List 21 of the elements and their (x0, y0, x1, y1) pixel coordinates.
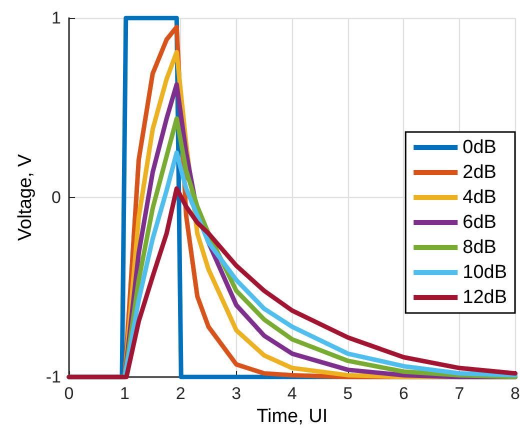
x-tick-label: 2 (176, 384, 186, 403)
x-tick-label: 1 (120, 384, 130, 403)
y-tick-label: -1 (46, 368, 61, 386)
x-tick-label: 5 (343, 384, 353, 403)
legend-label: 0dB (462, 137, 496, 158)
legend-label: 6dB (462, 212, 496, 233)
legend-label: 10dB (462, 262, 507, 283)
legend-label: 2dB (462, 162, 496, 183)
x-tick-label: 6 (398, 384, 408, 403)
y-axis-title: Voltage, V (14, 154, 36, 241)
x-tick-label: 7 (454, 384, 464, 403)
legend-label: 4dB (462, 187, 496, 208)
y-tick-label: 1 (52, 8, 61, 28)
x-tick-label: 8 (510, 384, 520, 403)
x-tick-label: 3 (232, 384, 242, 403)
legend-label: 8dB (462, 237, 496, 258)
legend-label: 12dB (462, 287, 507, 308)
x-axis-title: Time, UI (256, 406, 328, 427)
x-tick-label: 0 (64, 384, 74, 403)
y-tick-label: 0 (52, 188, 61, 207)
x-tick-label: 4 (287, 384, 297, 403)
